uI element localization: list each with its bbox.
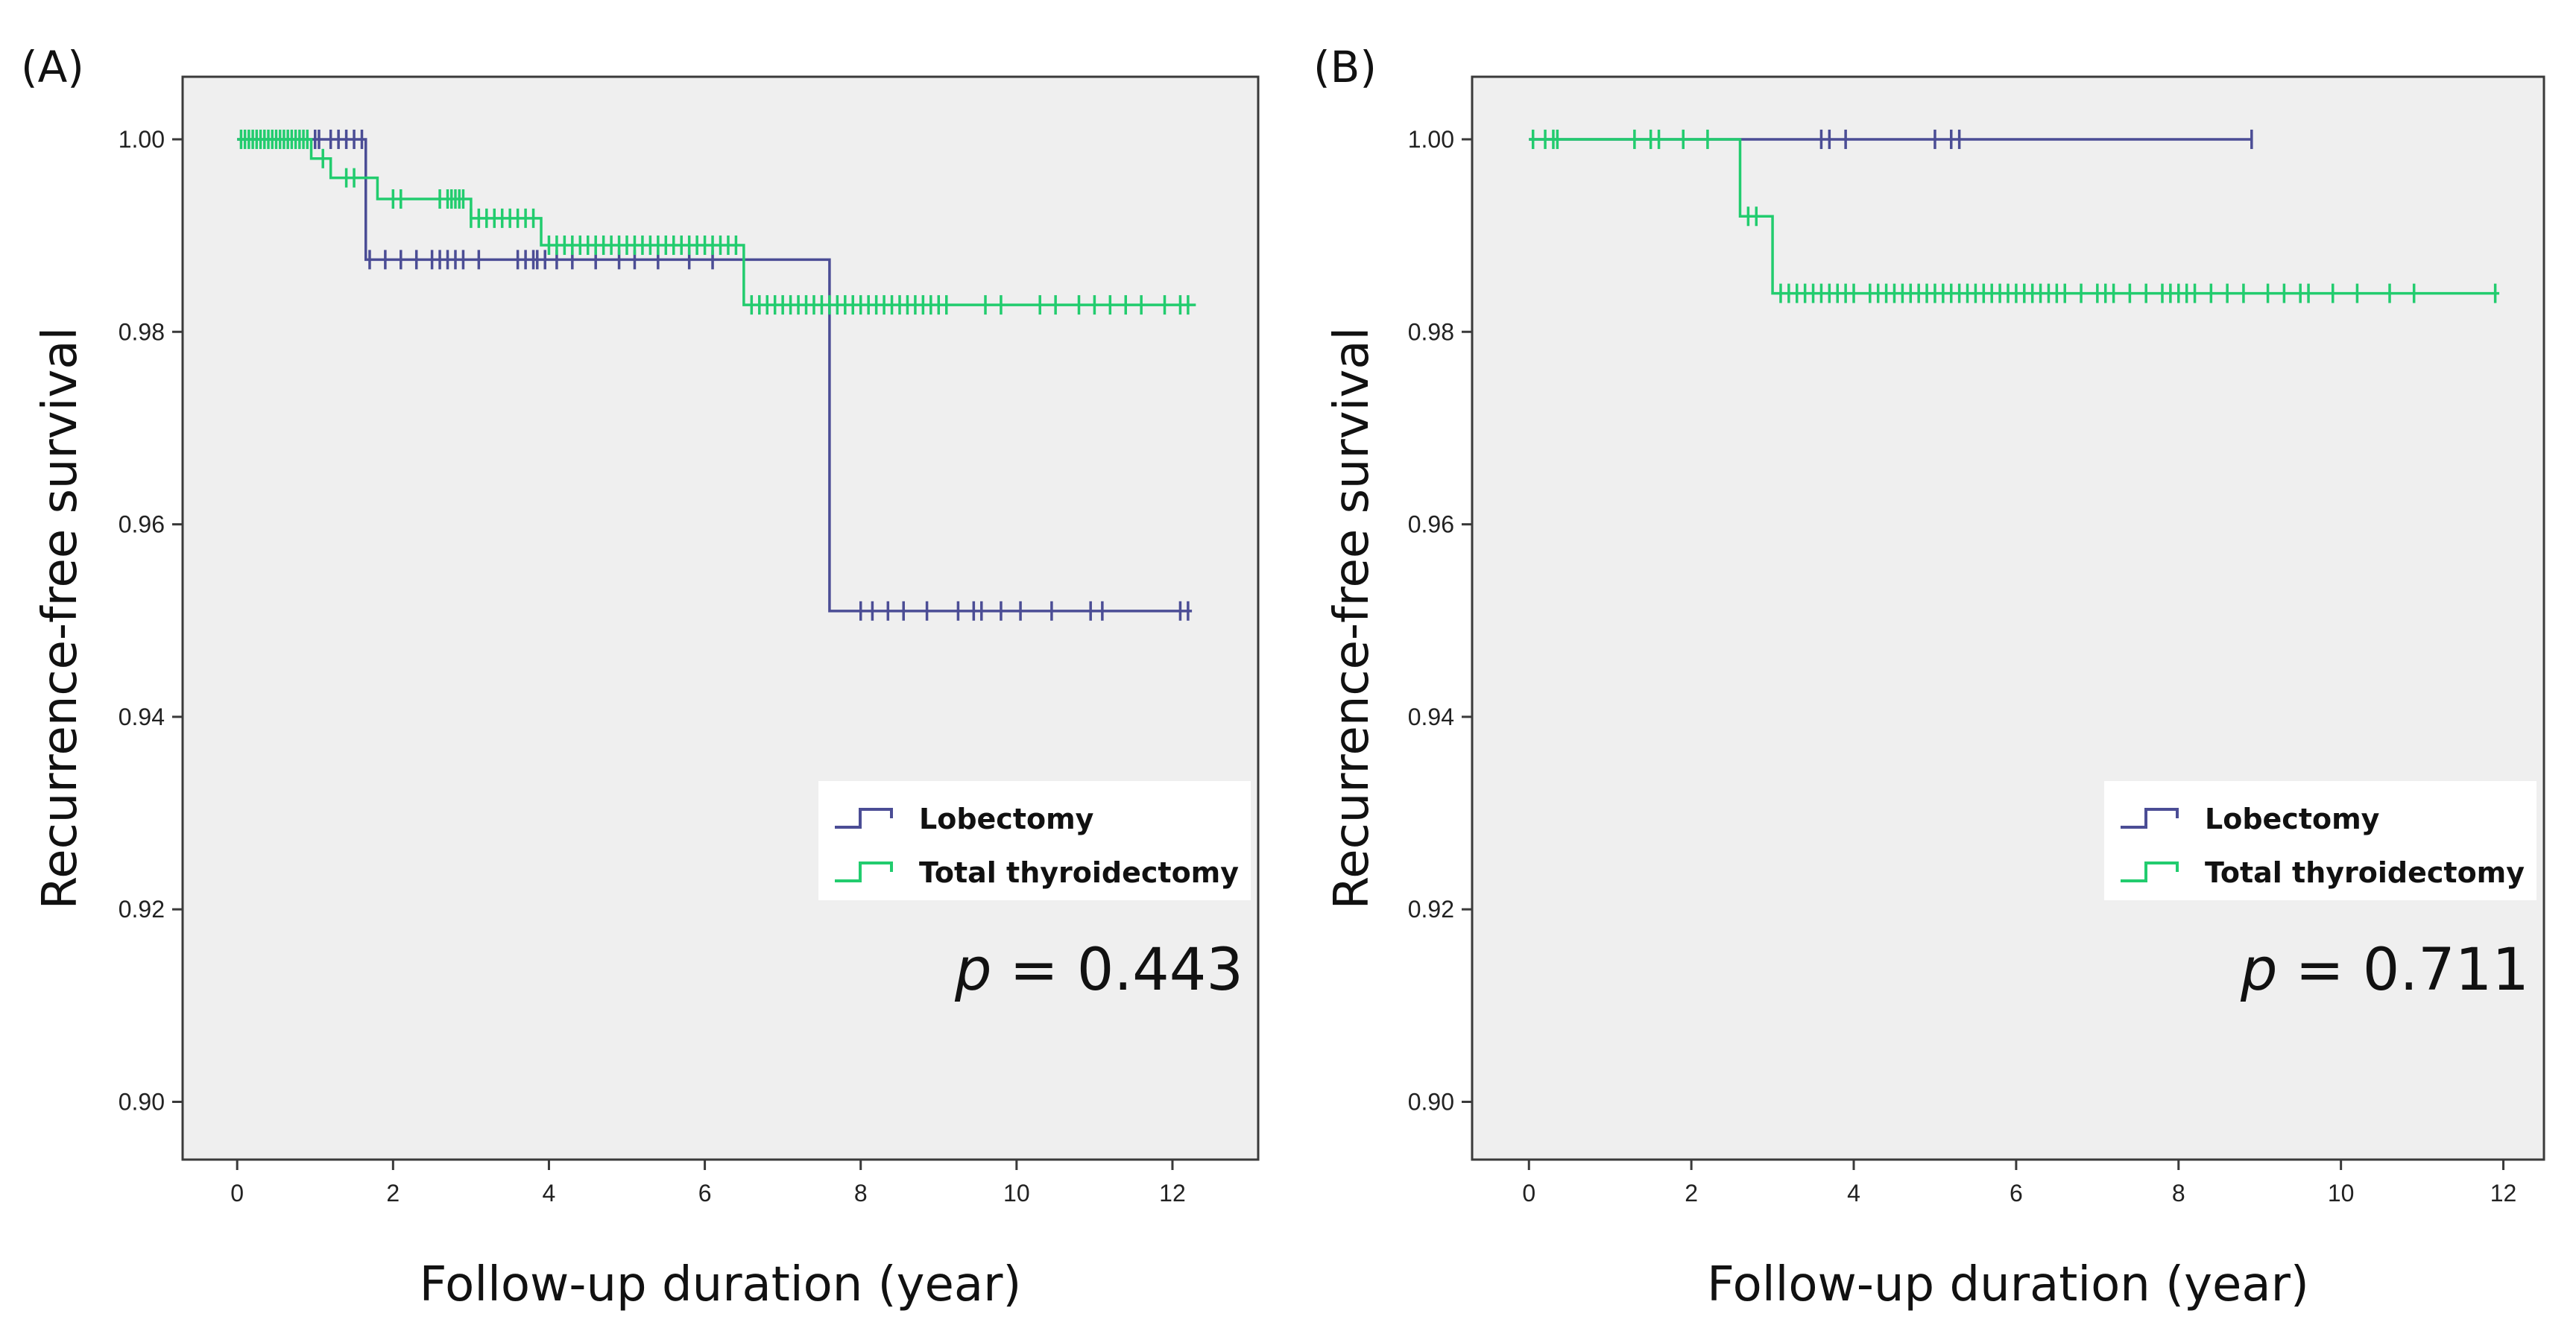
y-tick-label: 0.92 — [1408, 896, 1454, 923]
y-tick-label: 0.98 — [1408, 318, 1454, 345]
series-lobectomy — [237, 129, 1193, 621]
panel-label: (A) — [21, 42, 84, 92]
legend-symbol-total-thyroidectomy — [835, 861, 893, 882]
x-axis: 0 2 4 6 8 10 12 — [230, 1160, 1186, 1207]
legend-box — [2104, 781, 2536, 900]
legend: Lobectomy Total thyroidectomy — [818, 781, 1251, 900]
series-layer — [1529, 129, 2500, 303]
x-tick-label: 12 — [2490, 1180, 2517, 1207]
x-tick-label: 4 — [543, 1180, 556, 1207]
p-value-annotation: p = 0.711 — [2240, 937, 2529, 1004]
y-tick-label: 1.00 — [1408, 126, 1454, 153]
legend-label-total-thyroidectomy: Total thyroidectomy — [2205, 856, 2525, 889]
x-tick-label: 8 — [854, 1180, 868, 1207]
panel-label: (B) — [1313, 42, 1377, 92]
y-axis: 0.90 0.92 0.94 0.96 0.98 1.00 — [1408, 126, 1472, 1116]
x-tick-label: 4 — [1847, 1180, 1860, 1207]
y-tick-label: 0.94 — [119, 704, 165, 730]
legend-label-lobectomy: Lobectomy — [2205, 803, 2380, 835]
legend-label-total-thyroidectomy: Total thyroidectomy — [919, 856, 1239, 889]
series-layer — [237, 129, 1196, 621]
x-tick-label: 0 — [1522, 1180, 1535, 1207]
legend-box — [818, 781, 1251, 900]
x-tick-label: 10 — [2328, 1180, 2355, 1207]
x-tick-label: 6 — [2010, 1180, 2023, 1207]
legend: Lobectomy Total thyroidectomy — [2104, 781, 2536, 900]
legend-symbol-total-thyroidectomy — [2121, 861, 2179, 882]
y-tick-label: 0.96 — [119, 511, 165, 538]
x-tick-label: 2 — [1685, 1180, 1698, 1207]
series-total-thyroidectomy — [237, 129, 1196, 315]
panel-a: (A) 0 2 4 6 8 10 12 0.90 0.92 0.94 0.96 0.98 1.00 F… — [21, 42, 1260, 1312]
x-tick-label: 6 — [698, 1180, 712, 1207]
x-axis-title: Follow-up duration (year) — [420, 1257, 1022, 1312]
plot-area — [1471, 75, 2545, 1161]
y-tick-label: 0.90 — [119, 1089, 165, 1116]
y-tick-label: 0.96 — [1408, 511, 1454, 538]
p-value-text: = 0.711 — [2296, 937, 2529, 1004]
legend-symbol-lobectomy — [2121, 808, 2179, 829]
panel-b: (B) 0 2 4 6 8 10 12 0.90 0.92 0.94 0.96 0.98 1.00 F… — [1313, 42, 2545, 1312]
p-symbol: p — [954, 937, 992, 1004]
y-tick-label: 1.00 — [119, 126, 165, 153]
survival-curve-total-thyroidectomy — [237, 138, 1196, 306]
p-value-annotation: p = 0.443 — [954, 937, 1243, 1004]
y-axis: 0.90 0.92 0.94 0.96 0.98 1.00 — [119, 126, 183, 1116]
x-tick-label: 12 — [1159, 1180, 1186, 1207]
x-tick-label: 2 — [386, 1180, 400, 1207]
y-tick-label: 0.92 — [119, 896, 165, 923]
x-tick-label: 0 — [230, 1180, 244, 1207]
p-symbol: p — [2240, 937, 2278, 1004]
survival-curve-lobectomy — [237, 138, 1193, 613]
p-value-text: = 0.443 — [1010, 937, 1243, 1004]
y-tick-label: 0.98 — [119, 318, 165, 345]
y-axis-title: Recurrence-free survival — [33, 327, 88, 910]
y-tick-label: 0.94 — [1408, 704, 1454, 730]
legend-label-lobectomy: Lobectomy — [919, 803, 1094, 835]
y-axis-title: Recurrence-free survival — [1325, 327, 1380, 910]
legend-symbol-lobectomy — [835, 808, 893, 829]
x-axis: 0 2 4 6 8 10 12 — [1522, 1160, 2516, 1207]
series-total-thyroidectomy — [1529, 129, 2500, 303]
x-tick-label: 10 — [1003, 1180, 1030, 1207]
y-tick-label: 0.90 — [1408, 1089, 1454, 1116]
plot-area — [181, 75, 1260, 1161]
x-tick-label: 8 — [2172, 1180, 2185, 1207]
x-axis-title: Follow-up duration (year) — [1707, 1257, 2309, 1312]
